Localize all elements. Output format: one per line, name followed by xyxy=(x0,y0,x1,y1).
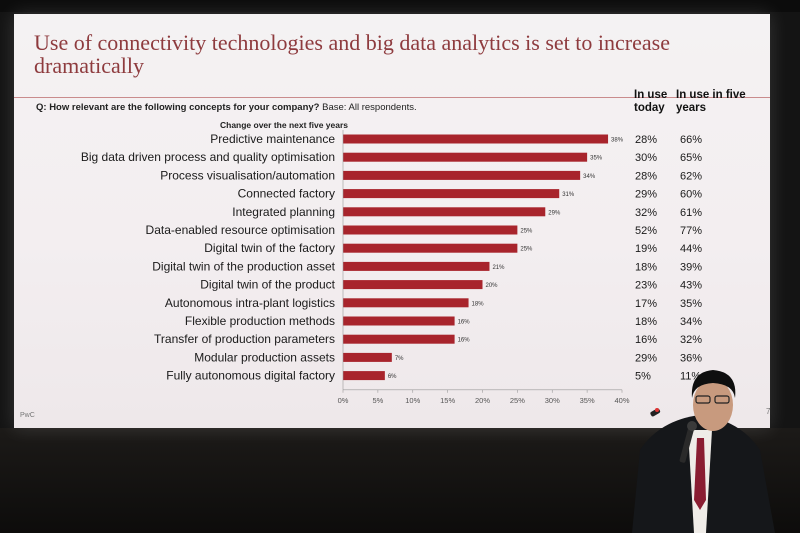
category-label: Transfer of production parameters xyxy=(154,332,335,346)
in-use-today-value: 30% xyxy=(635,152,657,164)
stage-background xyxy=(0,428,800,533)
category-label: Modular production assets xyxy=(194,350,335,364)
bar-value-label: 25% xyxy=(520,229,533,235)
category-label: Process visualisation/automation xyxy=(160,168,335,182)
bar xyxy=(343,170,581,180)
bar xyxy=(343,298,469,308)
bar xyxy=(343,371,385,381)
x-tick-label: 5% xyxy=(372,396,383,405)
bar-value-label: 31% xyxy=(562,192,575,198)
in-use-five-years-value: 77% xyxy=(680,225,702,237)
room-ceiling xyxy=(0,0,800,12)
chart-subtitle: Change over the next five years xyxy=(220,120,348,130)
bar-chart: Change over the next five years Predictiv… xyxy=(81,120,702,405)
in-use-five-years-value: 65% xyxy=(680,152,702,164)
category-label: Fully autonomous digital factory xyxy=(166,369,335,383)
bar xyxy=(343,352,392,362)
bar xyxy=(343,225,518,235)
in-use-five-years-value: 66% xyxy=(680,134,702,146)
category-label: Digital twin of the factory xyxy=(204,241,335,255)
survey-question: Q: How relevant are the following concep… xyxy=(36,102,417,113)
x-tick-label: 15% xyxy=(440,396,455,405)
question-base: Base: All respondents. xyxy=(322,102,417,113)
bar xyxy=(343,334,455,344)
in-use-today-value: 29% xyxy=(635,189,657,201)
in-use-today-value: 52% xyxy=(635,225,657,237)
bar xyxy=(343,152,588,162)
in-use-five-years-value: 34% xyxy=(680,316,702,328)
x-tick-label: 40% xyxy=(614,396,629,405)
bar xyxy=(343,189,560,199)
bar-value-label: 38% xyxy=(611,138,624,144)
bar xyxy=(343,243,518,253)
column-header-in-use-five-years: In use in five years xyxy=(676,89,746,114)
in-use-today-value: 16% xyxy=(635,334,657,346)
in-use-five-years-value: 44% xyxy=(680,243,702,255)
in-use-today-value: 18% xyxy=(635,316,657,328)
in-use-five-years-value: 36% xyxy=(680,352,702,364)
in-use-five-years-value: 43% xyxy=(680,280,702,292)
bar-value-label: 7% xyxy=(395,356,404,362)
category-label: Integrated planning xyxy=(232,205,335,219)
bar-value-label: 6% xyxy=(388,374,397,380)
presentation-slide: Use of connectivity technologies and big… xyxy=(14,14,770,428)
in-use-today-value: 5% xyxy=(635,371,651,383)
in-use-today-value: 23% xyxy=(635,280,657,292)
slide-title: Use of connectivity technologies and big… xyxy=(34,30,670,78)
in-use-five-years-value: 39% xyxy=(680,261,702,273)
footer-brand: PwC xyxy=(20,412,35,419)
bar-value-label: 35% xyxy=(590,156,603,162)
in-use-today-value: 32% xyxy=(635,207,657,219)
category-label: Flexible production methods xyxy=(185,314,335,328)
category-label: Big data driven process and quality opti… xyxy=(81,150,335,164)
in-use-today-value: 28% xyxy=(635,170,657,182)
in-use-five-years-value: 60% xyxy=(680,189,702,201)
bar-value-label: 25% xyxy=(520,247,533,253)
in-use-today-value: 19% xyxy=(635,243,657,255)
bar-value-label: 29% xyxy=(548,210,561,216)
bar-value-label: 16% xyxy=(458,338,471,344)
in-use-today-value: 29% xyxy=(635,352,657,364)
x-tick-label: 25% xyxy=(510,396,525,405)
category-label: Predictive maintenance xyxy=(210,132,335,146)
bar xyxy=(343,261,490,271)
bar xyxy=(343,280,483,290)
bar xyxy=(343,316,455,326)
bar-value-label: 21% xyxy=(492,265,505,271)
category-label: Data-enabled resource optimisation xyxy=(146,223,335,237)
in-use-five-years-value: 35% xyxy=(680,298,702,310)
bar xyxy=(343,134,609,144)
in-use-five-years-value: 11% xyxy=(680,371,701,383)
category-label: Digital twin of the production asset xyxy=(152,259,335,273)
x-tick-label: 30% xyxy=(545,396,560,405)
x-tick-label: 35% xyxy=(580,396,595,405)
category-label: Autonomous intra-plant logistics xyxy=(165,296,335,310)
bar-value-label: 18% xyxy=(472,301,485,307)
bar-value-label: 34% xyxy=(583,174,596,180)
title-divider xyxy=(14,97,770,98)
category-label: Digital twin of the product xyxy=(200,278,335,292)
x-tick-label: 10% xyxy=(405,396,420,405)
in-use-five-years-value: 62% xyxy=(680,170,702,182)
bar-value-label: 20% xyxy=(486,283,499,289)
in-use-five-years-value: 61% xyxy=(680,207,702,219)
x-tick-label: 0% xyxy=(338,396,349,405)
page-number: 7 xyxy=(766,407,771,416)
in-use-today-value: 18% xyxy=(635,261,657,273)
x-tick-label: 20% xyxy=(475,396,490,405)
bar xyxy=(343,207,546,217)
bar-value-label: 16% xyxy=(458,320,471,326)
in-use-today-value: 17% xyxy=(635,298,657,310)
in-use-today-value: 28% xyxy=(635,134,657,146)
question-text: Q: How relevant are the following concep… xyxy=(36,102,320,113)
column-header-in-use-today: In use today xyxy=(634,89,668,114)
in-use-five-years-value: 32% xyxy=(680,334,702,346)
category-label: Connected factory xyxy=(238,187,335,201)
